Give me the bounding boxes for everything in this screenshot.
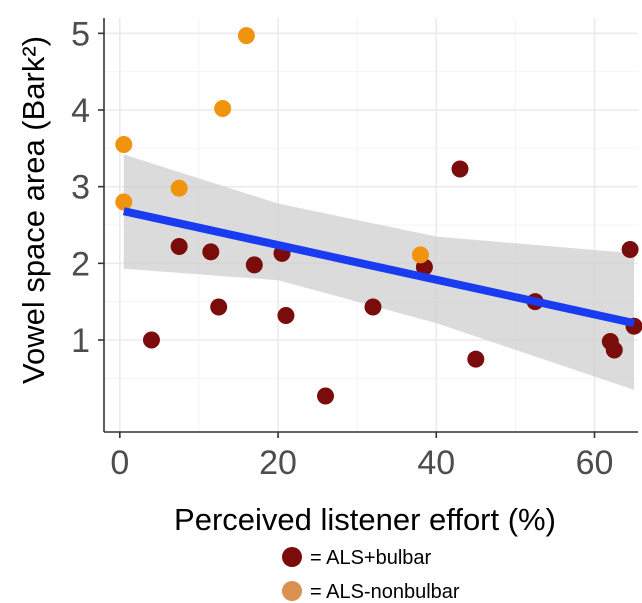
trend-line bbox=[122, 207, 635, 328]
x-tick-label: 60 bbox=[576, 444, 614, 482]
confidence-band bbox=[123, 154, 635, 390]
y-tick-label: 1 bbox=[71, 322, 90, 360]
point-als-bulbar bbox=[277, 306, 295, 324]
point-als-bulbar bbox=[317, 387, 335, 405]
legend-marker-als-nonbulbar bbox=[282, 581, 302, 601]
point-als-nonbulbar bbox=[170, 179, 188, 197]
point-als-bulbar bbox=[142, 331, 160, 349]
point-als-bulbar bbox=[245, 256, 263, 274]
axes bbox=[98, 18, 638, 438]
y-axis-title: Vowel space area (Bark²) bbox=[16, 36, 51, 384]
data-points bbox=[115, 27, 642, 405]
point-als-nonbulbar bbox=[115, 136, 133, 153]
point-als-bulbar bbox=[621, 241, 639, 259]
legend-label-als-nonbulbar: = ALS-nonbulbar bbox=[310, 581, 460, 603]
legend-marker-als-bulbar bbox=[282, 547, 302, 567]
legend-label-als-bulbar: = ALS+bulbar bbox=[310, 547, 432, 569]
x-tick-label: 20 bbox=[259, 444, 297, 482]
point-als-nonbulbar bbox=[115, 193, 133, 211]
legend: = ALS+bulbar = ALS-nonbulbar bbox=[282, 547, 460, 603]
x-tick-labels: 0 20 40 60 bbox=[110, 444, 613, 482]
point-als-nonbulbar bbox=[214, 99, 232, 117]
y-tick-label: 5 bbox=[71, 15, 90, 53]
point-als-bulbar bbox=[605, 341, 623, 359]
point-als-bulbar bbox=[210, 298, 228, 316]
regression-line bbox=[122, 207, 635, 328]
y-tick-label: 3 bbox=[71, 169, 90, 207]
y-tick-labels: 1 2 3 4 5 bbox=[71, 15, 90, 360]
point-als-bulbar bbox=[364, 298, 382, 316]
point-als-bulbar bbox=[451, 160, 469, 178]
point-als-nonbulbar bbox=[411, 246, 429, 264]
x-axis-title: Perceived listener effort (%) bbox=[174, 502, 556, 537]
confidence-band-area bbox=[123, 154, 635, 390]
x-tick-label: 0 bbox=[110, 444, 129, 482]
y-tick-label: 4 bbox=[71, 92, 90, 130]
point-als-bulbar bbox=[202, 243, 220, 261]
point-als-bulbar bbox=[170, 237, 188, 255]
point-als-nonbulbar bbox=[237, 27, 255, 45]
point-als-bulbar bbox=[467, 350, 485, 368]
x-tick-label: 40 bbox=[417, 444, 455, 482]
y-tick-label: 2 bbox=[71, 245, 90, 283]
plot-area bbox=[104, 18, 642, 432]
